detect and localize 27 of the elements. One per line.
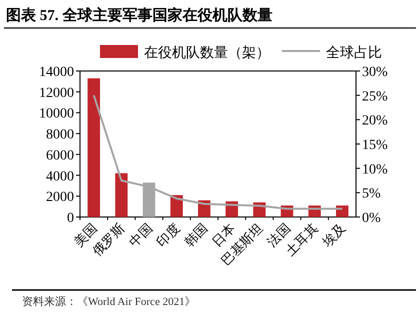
bar xyxy=(88,78,100,217)
y-tick-label: 6000 xyxy=(46,148,74,164)
legend-label: 全球占比 xyxy=(326,45,382,61)
y2-tick-label: 30% xyxy=(362,65,388,80)
text: 资料来源：《World Air Force 2021》 xyxy=(22,295,196,308)
y-tick-label: 4000 xyxy=(46,169,74,184)
y-tick-label: 10000 xyxy=(39,106,74,122)
y-tick-label: 12000 xyxy=(39,86,74,101)
bar xyxy=(170,195,183,217)
y2-tick-label: 0% xyxy=(362,211,381,226)
y2-tick-label: 5% xyxy=(362,186,381,202)
y2-tick-label: 20% xyxy=(362,114,388,129)
x-tick-label: 韩国 xyxy=(181,220,210,250)
y2-tick-label: 15% xyxy=(362,138,388,153)
bar xyxy=(336,206,348,217)
y-tick-label: 8000 xyxy=(46,128,74,143)
y-tick-label: 14000 xyxy=(39,65,74,80)
chart-title: 图表 57. 全球主要军事国家在役机队数量 xyxy=(6,6,272,24)
y-tick-label: 2000 xyxy=(46,190,74,206)
legend-label: 在役机队数量（架） xyxy=(144,45,270,61)
bar xyxy=(115,173,128,217)
y2-tick-label: 10% xyxy=(362,162,388,178)
x-tick-label: 埃及 xyxy=(318,220,348,250)
y2-tick-label: 25% xyxy=(362,89,388,104)
x-tick-label: 中国 xyxy=(126,220,156,250)
y-tick-label: 0 xyxy=(67,211,74,226)
x-tick-label: 印度 xyxy=(154,220,183,250)
